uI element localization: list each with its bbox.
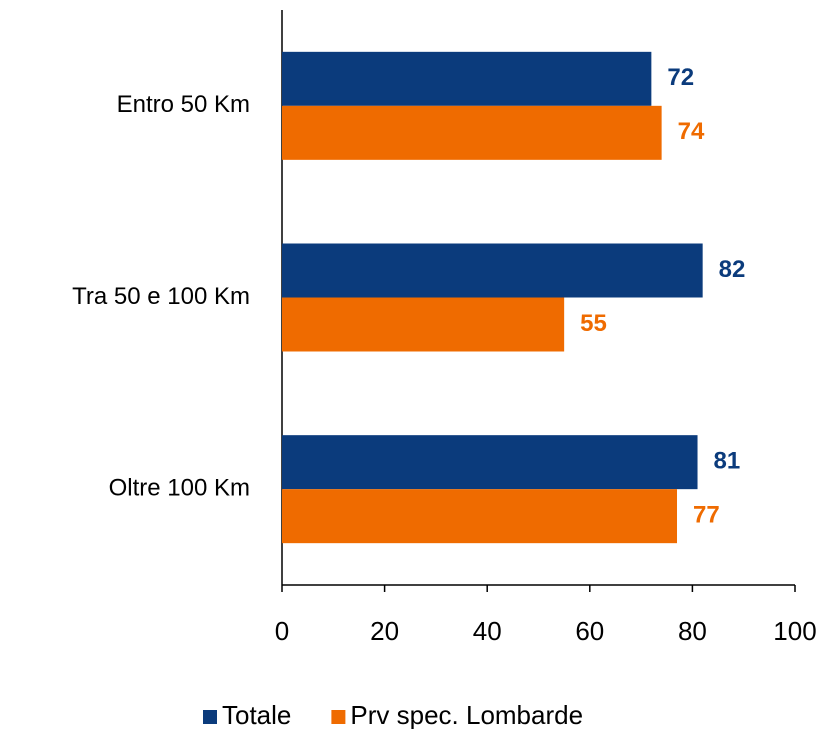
bar: [282, 435, 698, 490]
x-tick-label: 40: [473, 616, 502, 646]
value-label: 82: [719, 256, 746, 283]
x-tick-label: 100: [773, 616, 816, 646]
value-label: 74: [678, 118, 705, 145]
category-label: Entro 50 Km: [117, 91, 250, 118]
legend-label: Prv spec. Lombarde: [350, 700, 583, 729]
bar: [282, 297, 565, 352]
legend-swatch: [203, 710, 217, 724]
bar: [282, 489, 678, 544]
bar: [282, 243, 703, 298]
value-label: 81: [714, 448, 741, 475]
x-tick-label: 0: [275, 616, 289, 646]
x-tick-label: 80: [678, 616, 707, 646]
value-label: 55: [580, 310, 607, 337]
legend-label: Totale: [222, 700, 291, 729]
legend-swatch: [331, 710, 346, 724]
value-label: 72: [667, 64, 694, 91]
category-label: Tra 50 e 100 Km: [72, 283, 250, 310]
category-label: Oltre 100 Km: [109, 475, 250, 502]
bar: [282, 105, 662, 160]
value-label: 77: [693, 502, 720, 529]
bar: [282, 51, 652, 106]
x-tick-label: 60: [575, 616, 604, 646]
x-tick-label: 20: [370, 616, 399, 646]
